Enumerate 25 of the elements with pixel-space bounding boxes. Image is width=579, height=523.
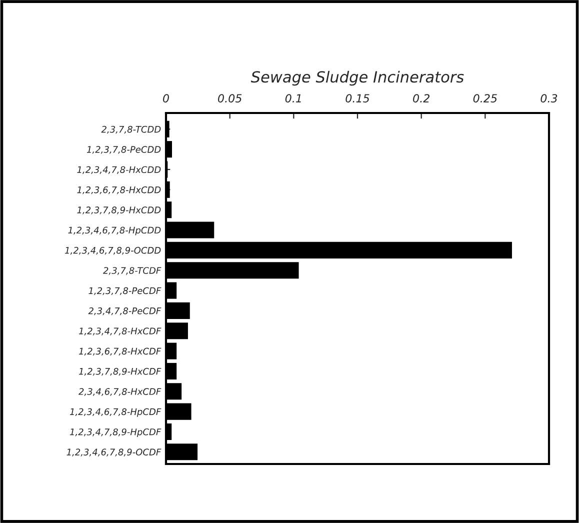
x-tick-label: 0.2: [413, 94, 430, 103]
y-tick-label: 2,3,4,7,8-PeCDF: [88, 307, 162, 316]
y-tick-label: 1,2,3,7,8,9-HxCDD: [77, 206, 161, 214]
y-tick-label: 1,2,3,4,7,8-HxCDF: [78, 328, 162, 336]
y-tick-label: 2,3,7,8-TCDF: [103, 267, 162, 275]
y-tick-label: 1,2,3,6,7,8-HxCDF: [78, 348, 162, 356]
y-tick-label: 2,3,7,8-TCDD: [101, 126, 161, 134]
x-tick-label: 0.25: [473, 94, 497, 103]
y-tick-label: 1,2,3,4,6,7,8-HpCDD: [68, 226, 161, 236]
y-tick-label: 1,2,3,4,6,7,8,9-OCDF: [66, 448, 162, 456]
x-tick-label: 0.05: [218, 94, 242, 103]
y-tick-label: 1,2,3,6,7,8-HxCDD: [77, 186, 161, 194]
y-tick-label: 1,2,3,7,8-PeCDD: [86, 146, 161, 154]
y-tick-label: 1,2,3,4,6,7,8-HpCDF: [70, 408, 162, 417]
chart-title: Sewage Sludge Incinerators: [250, 70, 464, 86]
y-tick-label: 1,2,3,4,7,8-HxCDD: [77, 166, 161, 174]
y-tick-label: 1,2,3,4,7,8,9-HpCDF: [70, 428, 162, 438]
y-tick-label: 1,2,3,7,8,9-HxCDF: [78, 368, 162, 376]
x-tick-label: 0.1: [285, 94, 301, 103]
x-tick-label: 0.3: [540, 94, 558, 103]
y-tick-label: 1,2,3,7,8-PeCDF: [88, 287, 162, 295]
x-tick-label: 0: [163, 94, 169, 103]
x-tick-label: 0.15: [346, 94, 370, 103]
y-tick-label: 1,2,3,4,6,7,8,9-OCDD: [64, 246, 161, 255]
y-tick-label: 2,3,4,6,7,8-HxCDF: [78, 388, 162, 396]
